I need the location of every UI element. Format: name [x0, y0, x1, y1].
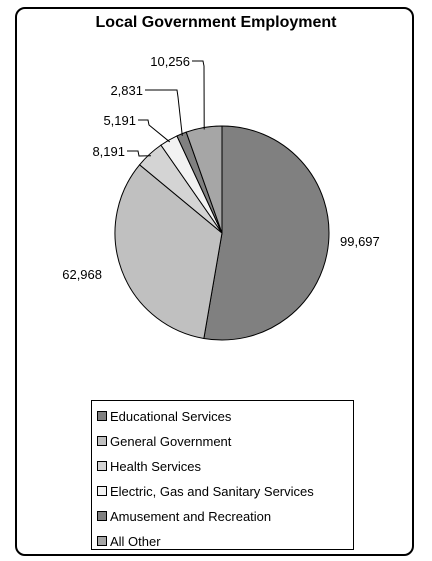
pie-slice	[114, 164, 223, 340]
legend-swatch	[97, 411, 107, 421]
slice-value-label: 62,968	[62, 267, 102, 282]
legend-swatch	[97, 536, 107, 546]
leader-line	[127, 150, 151, 157]
legend-item: Amusement and Recreation	[97, 507, 271, 525]
slice-value-label: 5,191	[103, 113, 136, 128]
legend-swatch	[97, 486, 107, 496]
legend-item: Electric, Gas and Sanitary Services	[97, 482, 314, 500]
legend-label: Health Services	[110, 458, 202, 474]
legend-swatch	[97, 511, 107, 521]
legend-item: Educational Services	[97, 407, 231, 425]
legend: Educational Services General Government …	[91, 400, 354, 550]
slice-value-label: 2,831	[110, 83, 143, 98]
legend-item: All Other	[97, 532, 161, 550]
pie-slice	[203, 125, 330, 341]
leader-line	[192, 60, 205, 130]
legend-label: Electric, Gas and Sanitary Services	[110, 483, 314, 499]
legend-label: General Government	[110, 433, 232, 449]
legend-label: Amusement and Recreation	[110, 508, 272, 524]
legend-label: Educational Services	[110, 408, 232, 424]
legend-item: Health Services	[97, 457, 201, 475]
legend-item: General Government	[97, 432, 231, 450]
slice-value-label: 8,191	[92, 144, 125, 159]
legend-label: All Other	[110, 533, 161, 549]
chart-title: Local Government Employment	[95, 14, 337, 31]
slice-value-label: 99,697	[340, 234, 380, 249]
legend-swatch	[97, 436, 107, 446]
leader-line	[138, 119, 171, 143]
legend-swatch	[97, 461, 107, 471]
leader-line	[145, 89, 183, 136]
slice-value-label: 10,256	[150, 54, 190, 69]
